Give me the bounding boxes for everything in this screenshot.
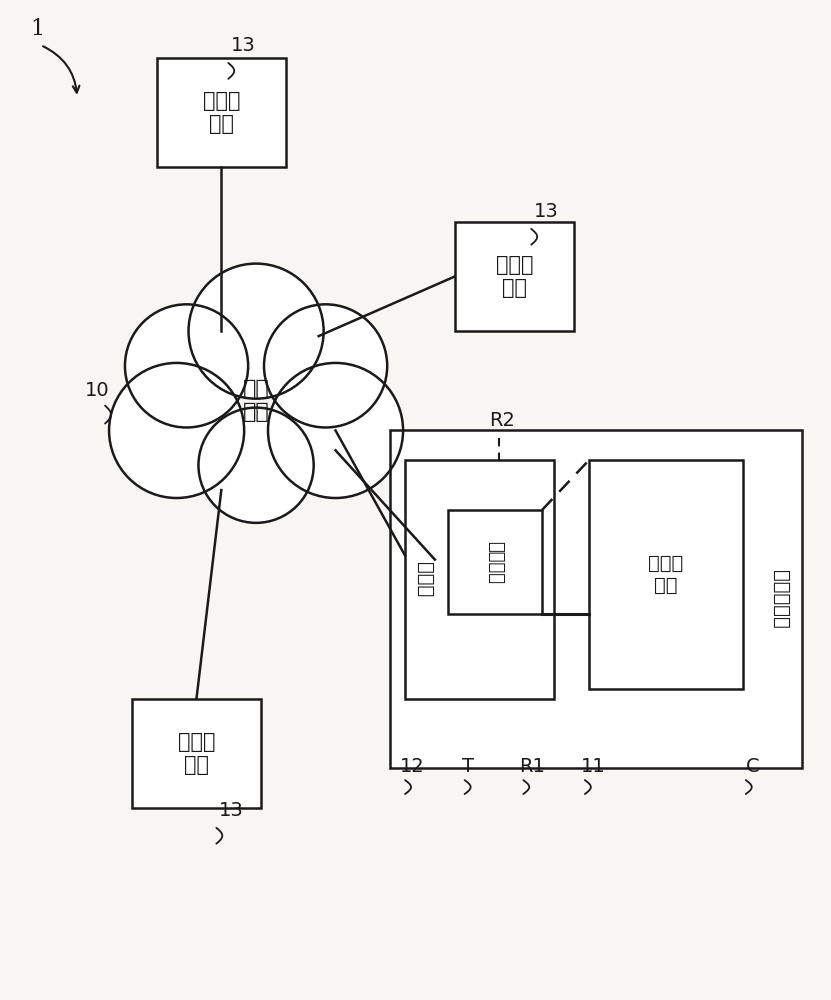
Bar <box>157 58 286 167</box>
Circle shape <box>199 408 313 523</box>
Text: 1: 1 <box>31 18 45 40</box>
Text: 路由列表: 路由列表 <box>486 541 504 584</box>
Text: 13: 13 <box>231 36 256 55</box>
Circle shape <box>268 363 403 498</box>
Circle shape <box>189 264 323 399</box>
Text: R1: R1 <box>519 757 545 776</box>
Text: 11: 11 <box>581 757 606 776</box>
Bar <box>589 460 743 689</box>
Text: 来源端
设备: 来源端 设备 <box>178 732 215 775</box>
Text: 用户端
电脑: 用户端 电脑 <box>648 554 683 595</box>
Circle shape <box>109 363 244 498</box>
Text: 用户端设备: 用户端设备 <box>771 570 790 629</box>
Text: R2: R2 <box>489 411 515 430</box>
Text: 12: 12 <box>400 757 425 776</box>
Text: 13: 13 <box>534 202 559 221</box>
Text: 13: 13 <box>219 801 244 820</box>
Text: 10: 10 <box>85 381 110 400</box>
Text: 路由器: 路由器 <box>416 562 435 597</box>
Circle shape <box>264 304 387 427</box>
Bar <box>391 430 803 768</box>
Circle shape <box>125 304 248 427</box>
Bar <box>132 699 261 808</box>
Text: C: C <box>745 757 760 776</box>
Text: 来源端
设备: 来源端 设备 <box>203 91 240 134</box>
FancyArrowPatch shape <box>43 46 80 93</box>
Bar <box>405 460 554 699</box>
Text: 网际
网络: 网际 网络 <box>243 379 269 422</box>
Text: T: T <box>462 757 474 776</box>
Bar <box>448 510 542 614</box>
Text: 来源端
设备: 来源端 设备 <box>495 255 533 298</box>
Bar <box>455 222 574 331</box>
